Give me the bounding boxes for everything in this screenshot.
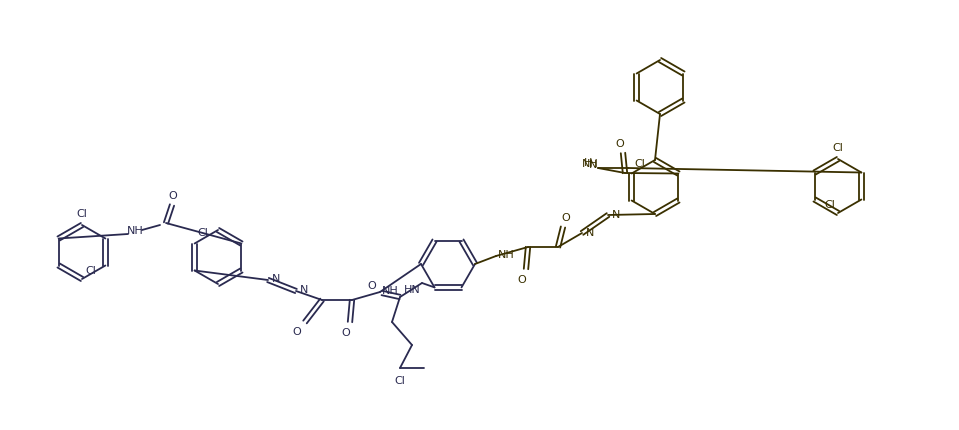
Text: O: O bbox=[562, 212, 571, 222]
Text: NH: NH bbox=[127, 225, 144, 236]
Text: O: O bbox=[616, 139, 624, 149]
Text: O: O bbox=[341, 327, 350, 337]
Text: Cl: Cl bbox=[198, 228, 208, 238]
Text: H: H bbox=[584, 158, 593, 168]
Text: N: N bbox=[271, 273, 280, 283]
Text: Cl: Cl bbox=[85, 266, 96, 276]
Text: O: O bbox=[518, 274, 526, 284]
Text: NH: NH bbox=[498, 249, 514, 259]
Text: N: N bbox=[300, 284, 308, 294]
Text: Cl: Cl bbox=[394, 375, 406, 385]
Text: Cl: Cl bbox=[634, 158, 645, 168]
Text: O: O bbox=[169, 190, 177, 200]
Text: N: N bbox=[586, 227, 595, 237]
Text: HN: HN bbox=[404, 284, 420, 294]
Text: O: O bbox=[292, 326, 301, 336]
Text: N: N bbox=[589, 160, 597, 169]
Text: Cl: Cl bbox=[77, 209, 87, 218]
Text: Cl: Cl bbox=[832, 143, 843, 153]
Text: Cl: Cl bbox=[824, 199, 835, 209]
Text: N: N bbox=[612, 209, 620, 219]
Text: O: O bbox=[367, 280, 376, 290]
Text: NH: NH bbox=[581, 159, 598, 169]
Text: NH: NH bbox=[382, 286, 398, 295]
